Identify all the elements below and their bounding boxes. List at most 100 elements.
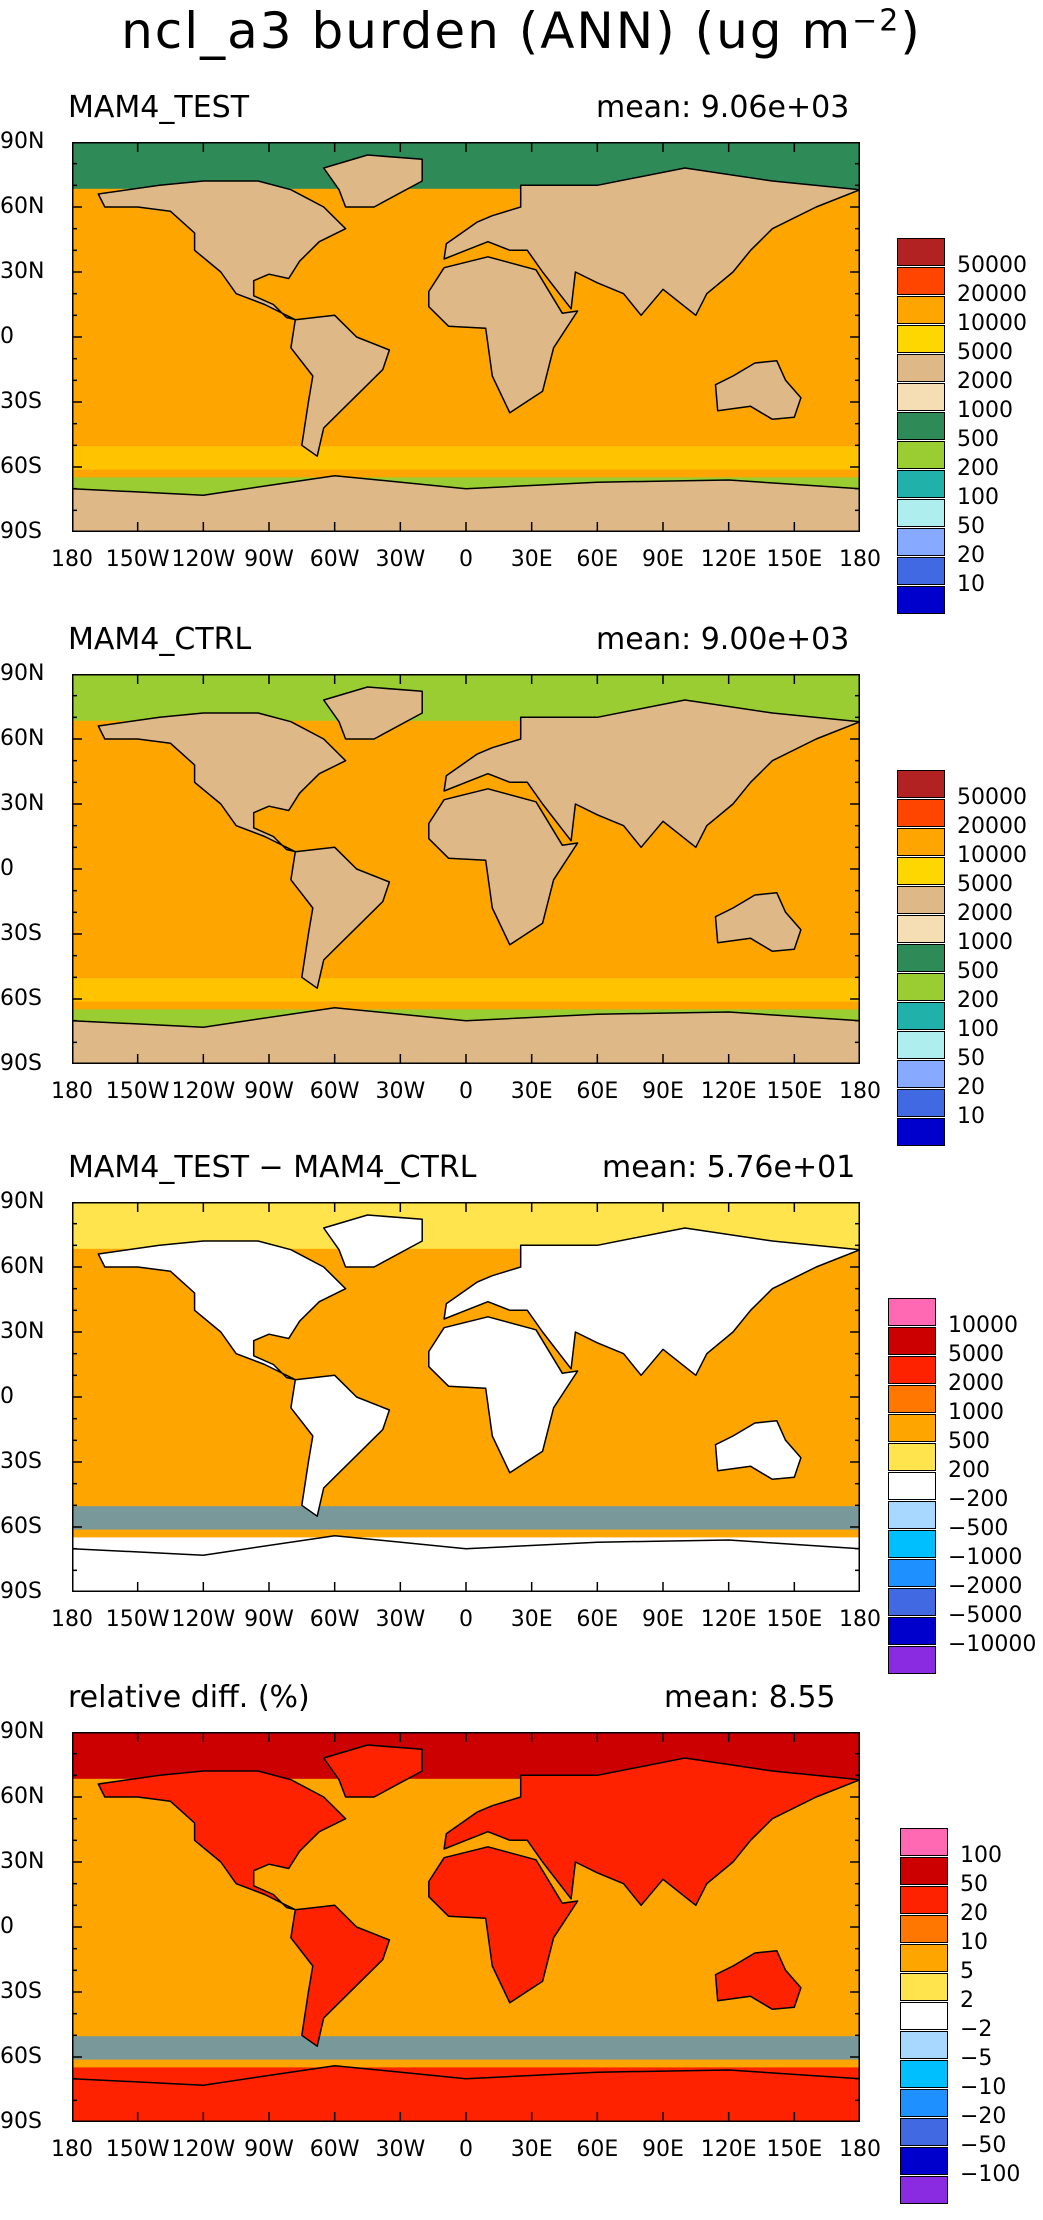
coastline-greenland xyxy=(322,1214,423,1268)
colorbar-label: 200 xyxy=(948,1458,990,1483)
colorbar-swatch xyxy=(897,1089,945,1117)
lon-tick-label: 30W xyxy=(375,1079,426,1104)
colorbar-label: 100 xyxy=(957,1017,999,1042)
lon-tick-label: 180 xyxy=(839,547,881,572)
colorbar-label: 100 xyxy=(957,485,999,510)
lon-tick-label: 150W xyxy=(105,1607,170,1632)
lon-tick-label: 150W xyxy=(105,1079,170,1104)
map-plot xyxy=(72,1202,860,1592)
lat-tick-label: 0 xyxy=(0,856,14,881)
coastline-africa xyxy=(428,1316,579,1474)
map-plot xyxy=(72,1732,860,2122)
lat-tick-label: 60N xyxy=(0,194,45,219)
colorbar-swatch xyxy=(897,325,945,353)
panel-title: MAM4_CTRL xyxy=(68,622,252,657)
midlat-band xyxy=(72,2036,860,2060)
colorbar-swatch xyxy=(897,238,945,266)
lon-tick-label: 90W xyxy=(244,2137,294,2162)
colorbar-swatch xyxy=(897,973,945,1001)
colorbar-label: −1000 xyxy=(948,1545,1023,1570)
lat-tick-label: 60N xyxy=(0,726,45,751)
coastline-south-america xyxy=(290,1904,391,2047)
lat-tick-label: 0 xyxy=(0,324,14,349)
colorbar-label: −2000 xyxy=(948,1574,1023,1599)
lon-tick-label: 120E xyxy=(700,1607,757,1632)
coastline-south-america xyxy=(290,846,391,989)
lon-tick-label: 30E xyxy=(510,1079,553,1104)
colorbar-label: 5000 xyxy=(948,1342,1004,1367)
colorbar-label: −5000 xyxy=(948,1603,1023,1628)
coastline-africa xyxy=(428,788,579,946)
lon-tick-label: 60E xyxy=(576,547,619,572)
colorbar-swatch xyxy=(897,857,945,885)
lon-tick-label: 30W xyxy=(375,1607,426,1632)
colorbar-swatch xyxy=(897,296,945,324)
lon-tick-label: 120W xyxy=(171,2137,236,2162)
lat-tick-label: 60S xyxy=(0,454,42,479)
coastline-south-america xyxy=(290,1374,391,1517)
coastline-eurasia xyxy=(443,699,860,849)
coastline-greenland xyxy=(322,154,423,208)
colorbar-swatch xyxy=(897,412,945,440)
colorbar-swatch xyxy=(888,1298,936,1326)
colorbar-swatch xyxy=(897,915,945,943)
lat-tick-label: 90S xyxy=(0,1579,42,1604)
coastline-australia xyxy=(714,360,802,421)
colorbar-swatch xyxy=(897,1060,945,1088)
coastline-north-america xyxy=(97,1770,347,1911)
colorbar-label: 5000 xyxy=(957,872,1013,897)
lat-tick-label: 90N xyxy=(0,661,45,686)
colorbar-swatch xyxy=(897,944,945,972)
figure-title: ncl_a3 burden (ANN) (ug m−2) xyxy=(121,2,922,60)
coastline-antarctica xyxy=(72,1534,860,1592)
colorbar-label: 2000 xyxy=(948,1371,1004,1396)
lon-tick-label: 150W xyxy=(105,547,170,572)
colorbar-swatch xyxy=(897,470,945,498)
lon-tick-label: 90E xyxy=(642,2137,684,2162)
colorbar-swatch xyxy=(900,1828,948,1856)
lon-tick-label: 180 xyxy=(839,1079,881,1104)
colorbar-label: 10 xyxy=(957,572,985,597)
coastline-eurasia xyxy=(443,1227,860,1377)
colorbar-label: 20000 xyxy=(957,282,1027,307)
colorbar-swatch xyxy=(897,1118,945,1146)
lon-tick-label: 150E xyxy=(766,1079,823,1104)
lon-tick-label: 150E xyxy=(766,1607,823,1632)
colorbar-label: 5000 xyxy=(957,340,1013,365)
panel-mean: mean: 5.76e+01 xyxy=(602,1150,856,1185)
colorbar-label: 500 xyxy=(957,959,999,984)
colorbar-swatch xyxy=(897,770,945,798)
coastline-greenland xyxy=(322,686,423,740)
colorbar-swatch xyxy=(897,267,945,295)
colorbar-label: 50 xyxy=(957,1046,985,1071)
lon-tick-label: 120E xyxy=(700,547,757,572)
colorbar-swatch xyxy=(897,799,945,827)
lat-tick-label: 0 xyxy=(0,1384,14,1409)
colorbar-label: 50000 xyxy=(957,785,1027,810)
colorbar-swatch xyxy=(888,1414,936,1442)
colorbar-label: −10000 xyxy=(948,1632,1037,1657)
lat-tick-label: 60S xyxy=(0,2044,42,2069)
colorbar-label: 200 xyxy=(957,456,999,481)
lon-tick-label: 60E xyxy=(576,2137,619,2162)
lat-tick-label: 60S xyxy=(0,986,42,1011)
coastline-africa xyxy=(428,256,579,414)
lon-tick-label: 30W xyxy=(375,547,426,572)
colorbar-label: −200 xyxy=(948,1487,1009,1512)
lon-tick-label: 90E xyxy=(642,1607,684,1632)
lon-tick-label: 60E xyxy=(576,1607,619,1632)
lon-tick-label: 0 xyxy=(459,1079,473,1104)
lat-tick-label: 90S xyxy=(0,519,42,544)
lon-tick-label: 180 xyxy=(839,2137,881,2162)
lat-tick-label: 90N xyxy=(0,1719,45,1744)
colorbar-swatch xyxy=(900,2118,948,2146)
lon-tick-label: 90W xyxy=(244,1079,294,1104)
lat-tick-label: 90N xyxy=(0,129,45,154)
lon-tick-label: 150W xyxy=(105,2137,170,2162)
colorbar-label: −2 xyxy=(960,2017,993,2042)
lat-tick-label: 60N xyxy=(0,1254,45,1279)
lon-tick-label: 30E xyxy=(510,547,553,572)
map-svg xyxy=(72,674,860,1064)
coastline-greenland xyxy=(322,1744,423,1798)
colorbar-label: −10 xyxy=(960,2075,1007,2100)
